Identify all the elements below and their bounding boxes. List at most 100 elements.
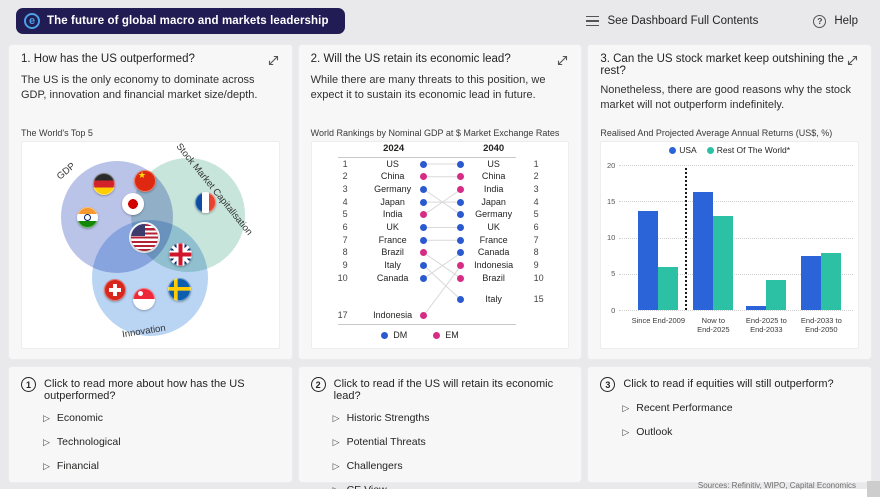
expand-icon[interactable] [267,54,280,67]
rank-dot [457,185,465,193]
expand-icon[interactable] [556,54,569,67]
number-badge-1: 1 [21,377,36,392]
rankings-chart-title: World Rankings by Nominal GDP at $ Marke… [310,128,560,138]
gridline-0 [619,310,853,311]
country-2024-france: France [378,234,407,245]
panel-us-outperformed: 1. How has the US outperformed? The US i… [8,44,293,360]
expand-icon[interactable] [846,54,859,67]
rank-dot [420,311,428,319]
panel-1-body: The US is the only economy to dominate a… [21,74,258,101]
expandable-item-challengers[interactable]: ▷ Challengers [333,460,570,472]
rank-dot [420,198,428,206]
help-button[interactable]: ? Help [813,14,858,28]
country-2024-uk: UK [386,222,399,232]
rank-2040-france: 7 [533,234,539,245]
rank-dot [420,249,428,257]
rank-2040-canada: 8 [533,247,539,258]
rank-2024-france: 7 [342,234,348,245]
x-label-since-end-2009: Since End-2009 [631,316,686,325]
y-tick-0: 0 [611,305,616,315]
rank-2024-japan: 4 [342,196,348,207]
rank-2040-japan: 4 [533,196,539,207]
expandable-item-financial[interactable]: ▷ Financial [43,460,280,472]
legend-item-usa: USA [669,145,697,155]
legend-dot [433,331,441,339]
y-tick-10: 10 [606,233,616,242]
rank-2040-italy: 15 [533,294,544,305]
country-2024-germany: Germany [374,183,412,194]
expandable-item-label: Recent Performance [636,402,733,414]
column-header-2024: 2024 [383,143,405,154]
rank-2040-germany: 5 [533,209,539,220]
expandable-item-economic[interactable]: ▷ Economic [43,412,280,424]
expandable-item-label: Potential Threats [346,436,426,448]
read-more-panel-3: 3 Click to read if equities will still o… [587,366,872,483]
dashboard-title: The future of global macro and markets l… [47,15,329,27]
x-label-now-to-end-2025: Now to End-2025 [697,316,730,335]
gridline-15 [619,201,853,203]
realised-projected-divider [685,168,688,310]
rank-2040-us: 1 [533,158,539,169]
country-2024-italy: Italy [384,260,401,271]
expandable-item-potential-threats[interactable]: ▷ Potential Threats [333,436,570,448]
venn-chart-title: The World's Top 5 [21,128,93,138]
rank-dot [457,274,465,282]
switzerland-flag-icon [104,279,126,301]
expandable-item-recent-performance[interactable]: ▷ Recent Performance [622,402,859,414]
hamburger-menu-icon [586,15,600,27]
capital-economics-logo-icon: e [24,13,40,29]
expandable-item-technological[interactable]: ▷ Technological [43,436,280,448]
country-2040-india: India [483,183,504,194]
see-dashboard-full-contents-button[interactable]: See Dashboard Full Contents [586,15,758,27]
bar-rest-of-the-world-now-to-end-2025 [713,215,733,310]
bar-rest-of-the-world-end-2033-to-end-2050 [821,252,841,310]
rank-2040-china: 2 [533,171,539,182]
singapore-flag-icon [133,288,155,310]
rank-dot [420,173,428,181]
country-2040-japan: Japan [481,196,506,207]
country-2040-brazil: Brazil [482,272,505,283]
rank-dot [457,224,465,231]
x-label-end-2025-to-end-2033: End-2025 to End-2033 [745,316,787,335]
expandable-item-label: Challengers [346,460,403,472]
scrollbar-thumb[interactable] [867,481,880,497]
legend-label: USA [679,145,697,155]
rank-dot [457,296,465,304]
number-badge-3: 3 [600,377,616,392]
bar-rest-of-the-world-end-2025-to-end-2033 [766,280,786,310]
country-2024-canada: Canada [376,272,409,283]
country-2024-indonesia: Indonesia [373,309,413,320]
expandable-item-historic-strengths[interactable]: ▷ Historic Strengths [333,412,570,424]
rank-connector-lines [423,163,462,316]
number-badge-2: 2 [310,377,326,392]
legend-item-rest-of-the-world: Rest Of The World* [706,145,790,155]
column-header-2040: 2040 [483,143,505,154]
country-2024-india: India [382,209,403,220]
bar-usa-since-end-2009 [638,210,658,310]
rank-dot [420,211,428,219]
rank-2024-china: 2 [342,171,348,182]
dashboard-grid: 1. How has the US outperformed? The US i… [0,42,880,496]
expand-triangle-icon: ▷ [332,412,340,423]
gridline-10 [619,237,853,239]
india-flag-icon [76,206,98,228]
help-question-icon: ? [813,14,827,28]
expandable-item-outlook[interactable]: ▷ Outlook [622,426,859,438]
rank-dot [457,236,465,244]
country-2040-france: France [479,234,508,245]
rank-2024-brazil: 8 [342,247,348,258]
country-2040-indonesia: Indonesia [474,260,514,271]
bar-chart-legend: USA Rest Of The World* [601,145,858,155]
rank-2040-uk: 6 [533,222,539,232]
panel-economic-lead: 2. Will the US retain its economic lead?… [297,44,583,360]
expand-triangle-icon: ▷ [43,460,50,471]
rank-dot [457,211,465,219]
y-tick-20: 20 [606,160,616,170]
panel-1-title: 1. How has the US outperformed? [21,53,195,65]
sweden-flag-icon [167,277,191,301]
expand-triangle-icon: ▷ [43,436,50,447]
rank-dot [457,198,465,206]
rank-2040-brazil: 10 [533,272,544,283]
panel-2-body: While there are many threats to this pos… [310,74,546,101]
read-more-question-2: Click to read if the US will retain its … [333,378,554,402]
